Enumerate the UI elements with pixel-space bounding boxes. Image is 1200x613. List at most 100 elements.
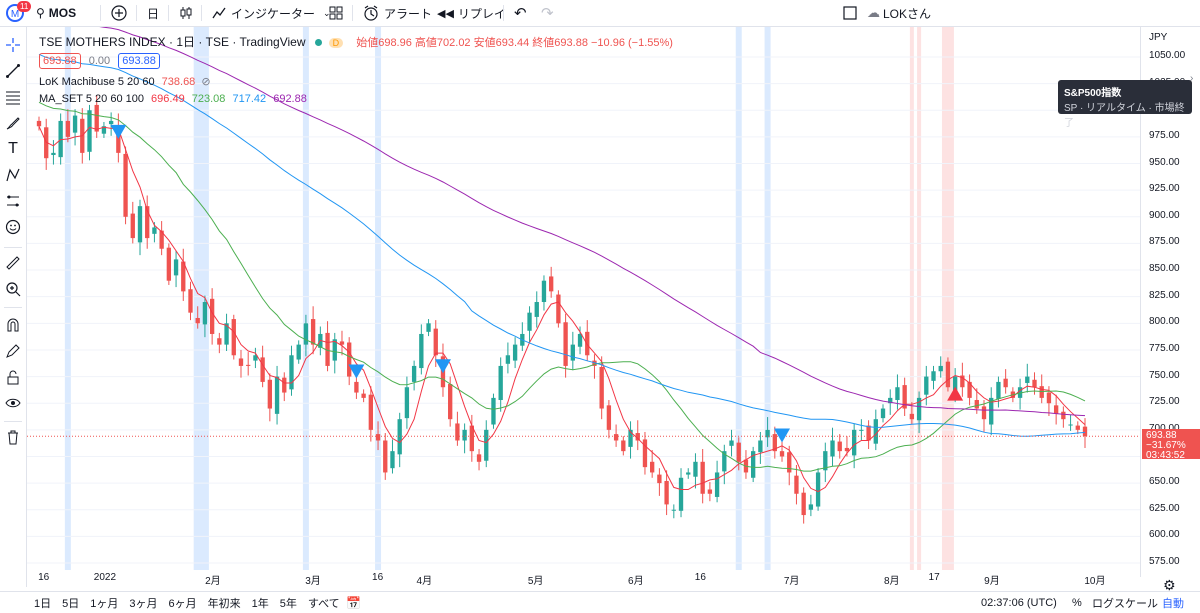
candle-body xyxy=(217,338,222,345)
layout-button[interactable] xyxy=(842,0,858,26)
candle-body xyxy=(621,440,626,452)
candle-body xyxy=(303,323,309,345)
legend-d-badge: D xyxy=(328,38,344,48)
templates-button[interactable] xyxy=(328,0,344,26)
candle-body xyxy=(931,371,936,381)
lock-tool[interactable] xyxy=(3,367,23,387)
range-button[interactable]: 年初来 xyxy=(207,597,241,610)
grid-icon xyxy=(329,6,343,20)
price-tick: 625.00 xyxy=(1149,502,1180,514)
candle-body xyxy=(1068,424,1073,426)
trendline-tool[interactable] xyxy=(3,61,23,81)
candle-body xyxy=(686,472,691,475)
range-button[interactable]: 5日 xyxy=(62,597,80,610)
range-button[interactable]: 3ヶ月 xyxy=(129,597,158,610)
legend-sell-price[interactable]: 693.88 xyxy=(39,53,81,69)
price-chart[interactable] xyxy=(27,27,1140,570)
candle-body xyxy=(952,376,958,391)
candle-body xyxy=(231,319,236,356)
visibility-tool[interactable] xyxy=(3,393,23,413)
prediction-tool[interactable] xyxy=(3,191,23,211)
axis-settings-button[interactable]: ⚙ xyxy=(1163,577,1176,594)
candle-body xyxy=(772,434,777,452)
tooltip-title: S&P500指数 xyxy=(1064,88,1122,99)
replay-button[interactable]: ◀◀ リプレイ xyxy=(437,0,506,26)
candle-body xyxy=(751,451,756,478)
magnet-tool[interactable] xyxy=(3,315,23,335)
right-panel-handle[interactable]: › xyxy=(1190,70,1200,100)
svg-text:M: M xyxy=(11,9,19,20)
clock[interactable]: 02:37:06 (UTC) xyxy=(981,596,1057,609)
candle-body xyxy=(296,344,301,360)
redo-button[interactable]: ↷ xyxy=(541,0,554,26)
layout-name-button[interactable]: ☁ LOKさん xyxy=(867,0,931,26)
currency-label[interactable]: JPY xyxy=(1149,32,1168,43)
candle-body xyxy=(419,333,424,369)
candle-body xyxy=(1039,386,1044,398)
auto-toggle[interactable]: 自動 xyxy=(1162,597,1184,610)
tooltip-line: SP · リアルタイム · 市場終了 xyxy=(1064,103,1185,129)
goto-date-button[interactable]: 📅 xyxy=(346,592,361,613)
range-button[interactable]: 1日 xyxy=(34,597,52,610)
candle-body xyxy=(996,381,1001,399)
price-tick: 925.00 xyxy=(1149,183,1180,195)
range-button[interactable]: 1ヶ月 xyxy=(90,597,119,610)
draw-mode-tool[interactable] xyxy=(3,341,23,361)
candle-body xyxy=(455,423,460,441)
crosshair-tool[interactable] xyxy=(3,35,23,55)
candle-body xyxy=(368,394,373,430)
candle-body xyxy=(916,397,922,421)
legend-indicator-2[interactable]: MA_SET 5 20 60 100 696.49 723.08 717.42 … xyxy=(39,93,307,105)
symbol-search[interactable]: ⚲ MOS xyxy=(36,0,76,26)
candle-body xyxy=(541,280,547,303)
candle-body xyxy=(462,429,467,441)
ruler-tool[interactable] xyxy=(3,253,23,273)
delete-tool[interactable] xyxy=(3,427,23,447)
candle-body xyxy=(924,376,929,395)
icon-tool[interactable] xyxy=(3,217,23,237)
signal-down-arrow xyxy=(348,364,365,379)
candle-body xyxy=(570,344,575,361)
price-tick: 750.00 xyxy=(1149,369,1180,381)
range-button[interactable]: すべて xyxy=(307,597,340,610)
interval-button[interactable]: 日 xyxy=(147,0,159,26)
candle-body xyxy=(72,115,78,133)
fib-tool[interactable] xyxy=(3,87,23,107)
percent-toggle[interactable]: % xyxy=(1072,596,1082,609)
pattern-tool[interactable] xyxy=(3,165,23,185)
time-tick: 2月 xyxy=(205,576,221,587)
legend-indicator-1[interactable]: LoK Machibuse 5 20 60 738.68 ⊘ xyxy=(39,75,211,88)
candle-body xyxy=(383,440,388,473)
text-icon: T xyxy=(8,140,18,157)
zoom-tool[interactable] xyxy=(3,279,23,299)
trendline-icon xyxy=(6,64,20,78)
chart-type-button[interactable] xyxy=(178,0,194,26)
price-tick: 950.00 xyxy=(1149,156,1180,168)
ma-line-ma5 xyxy=(38,125,1086,493)
candle-body xyxy=(325,332,330,366)
time-tick: 16 xyxy=(38,572,50,583)
brush-tool[interactable] xyxy=(3,113,23,133)
candle-body xyxy=(599,366,604,409)
time-tick: 5月 xyxy=(527,576,544,587)
text-tool[interactable]: T xyxy=(3,139,23,159)
ind2-ma20: 723.08 xyxy=(191,93,226,105)
time-axis[interactable]: 16 2022 2月 3月 16 4月 5月 6月 16 7月 8月 17 9月 10月 xyxy=(27,570,1140,588)
candle-body xyxy=(347,342,352,377)
undo-button[interactable]: ↶ xyxy=(514,0,527,26)
candle-body xyxy=(974,400,979,409)
alert-button[interactable]: アラート xyxy=(362,0,432,26)
chart-pane[interactable]: TSE MOTHERS INDEX · 1日 · TSE · TradingVi… xyxy=(27,27,1140,577)
compare-button[interactable] xyxy=(110,0,128,26)
eye-icon xyxy=(5,398,21,408)
range-button[interactable]: 1年 xyxy=(251,597,269,610)
legend-buy-price[interactable]: 693.88 xyxy=(118,53,160,69)
log-toggle[interactable]: ログスケール xyxy=(1092,597,1158,610)
range-button[interactable]: 5年 xyxy=(279,597,297,610)
range-button[interactable]: 6ヶ月 xyxy=(168,597,197,610)
ma-line-ma100 xyxy=(99,27,1086,417)
brush-icon xyxy=(6,117,20,130)
indicators-button[interactable]: インジケーター ⌄ xyxy=(211,0,331,26)
price-tick: 1050.00 xyxy=(1149,50,1186,61)
hide-eye-icon[interactable]: ⊘ xyxy=(201,76,211,88)
